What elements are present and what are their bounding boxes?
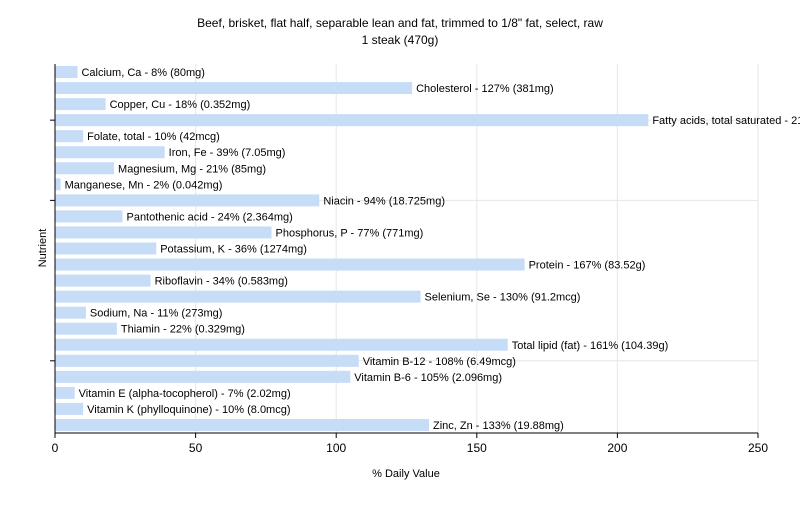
bar [55, 354, 359, 367]
bar-data-label: Zinc, Zn - 133% (19.88mg) [433, 420, 564, 432]
axes: 0 50 100 150 200 250 [50, 64, 768, 455]
bar-data-label: Pantothenic acid - 24% (2.364mg) [126, 211, 292, 223]
bar [55, 226, 272, 239]
bar [55, 322, 117, 335]
bar [55, 210, 123, 223]
bar [55, 386, 75, 399]
x-tick-label: 150 [467, 441, 487, 455]
x-axis-label: % Daily Value [372, 468, 440, 480]
bar [55, 402, 84, 415]
bar-data-label: Magnesium, Mg - 21% (85mg) [118, 163, 266, 175]
bar-data-label: Fatty acids, total saturated - 211% (42.… [652, 115, 800, 127]
bar-data-label: Manganese, Mn - 2% (0.042mg) [65, 179, 223, 191]
bar [55, 306, 86, 319]
bar-data-label: Phosphorus, P - 77% (771mg) [276, 227, 424, 239]
chart-title-line-2: 1 steak (470g) [362, 33, 439, 47]
bar [55, 274, 151, 287]
bar-data-label: Riboflavin - 34% (0.583mg) [155, 276, 288, 288]
bar [55, 98, 106, 111]
bar-data-label: Protein - 167% (83.52g) [529, 260, 646, 272]
bar [55, 418, 429, 431]
bar [55, 82, 413, 95]
bar-data-label: Copper, Cu - 18% (0.352mg) [110, 99, 251, 111]
bar-data-label: Niacin - 94% (18.725mg) [323, 195, 445, 207]
bars: Calcium, Ca - 8% (80mg) Cholesterol - 127… [55, 66, 800, 432]
bar [55, 146, 165, 159]
bar [55, 178, 61, 191]
bar [55, 66, 78, 79]
bar [55, 162, 115, 175]
bar [55, 338, 508, 351]
bar-data-label: Calcium, Ca - 8% (80mg) [81, 67, 204, 79]
chart-title-line-1: Beef, brisket, flat half, separable lean… [197, 16, 603, 30]
bar-data-label: Sodium, Na - 11% (273mg) [90, 308, 222, 320]
y-axis-label: Nutrient [37, 229, 49, 268]
bar [55, 194, 320, 207]
x-tick-label: 250 [748, 441, 768, 455]
x-tick-label: 0 [52, 441, 59, 455]
bar [55, 242, 157, 255]
bar-data-label: Folate, total - 10% (42mcg) [87, 131, 220, 143]
bar [55, 258, 525, 271]
bar-data-label: Cholesterol - 127% (381mg) [416, 83, 554, 95]
bar-data-label: Potassium, K - 36% (1274mg) [160, 244, 307, 256]
bar-data-label: Vitamin K (phylloquinone) - 10% (8.0mcg) [87, 404, 290, 416]
bar-data-label: Iron, Fe - 39% (7.05mg) [169, 147, 286, 159]
bar-data-label: Selenium, Se - 130% (91.2mcg) [425, 292, 581, 304]
bar [55, 290, 421, 303]
bar [55, 370, 351, 383]
bar-data-label: Vitamin B-12 - 108% (6.49mcg) [363, 356, 516, 368]
x-tick-label: 50 [189, 441, 203, 455]
bar-data-label: Vitamin B-6 - 105% (2.096mg) [354, 372, 502, 384]
x-tick-label: 100 [326, 441, 346, 455]
bar-data-label: Total lipid (fat) - 161% (104.39g) [512, 340, 669, 352]
bar-data-label: Vitamin E (alpha-tocopherol) - 7% (2.02m… [79, 388, 291, 400]
bar [55, 114, 649, 127]
bar-data-label: Thiamin - 22% (0.329mg) [121, 324, 245, 336]
x-tick-label: 200 [607, 441, 627, 455]
bar [55, 130, 84, 143]
